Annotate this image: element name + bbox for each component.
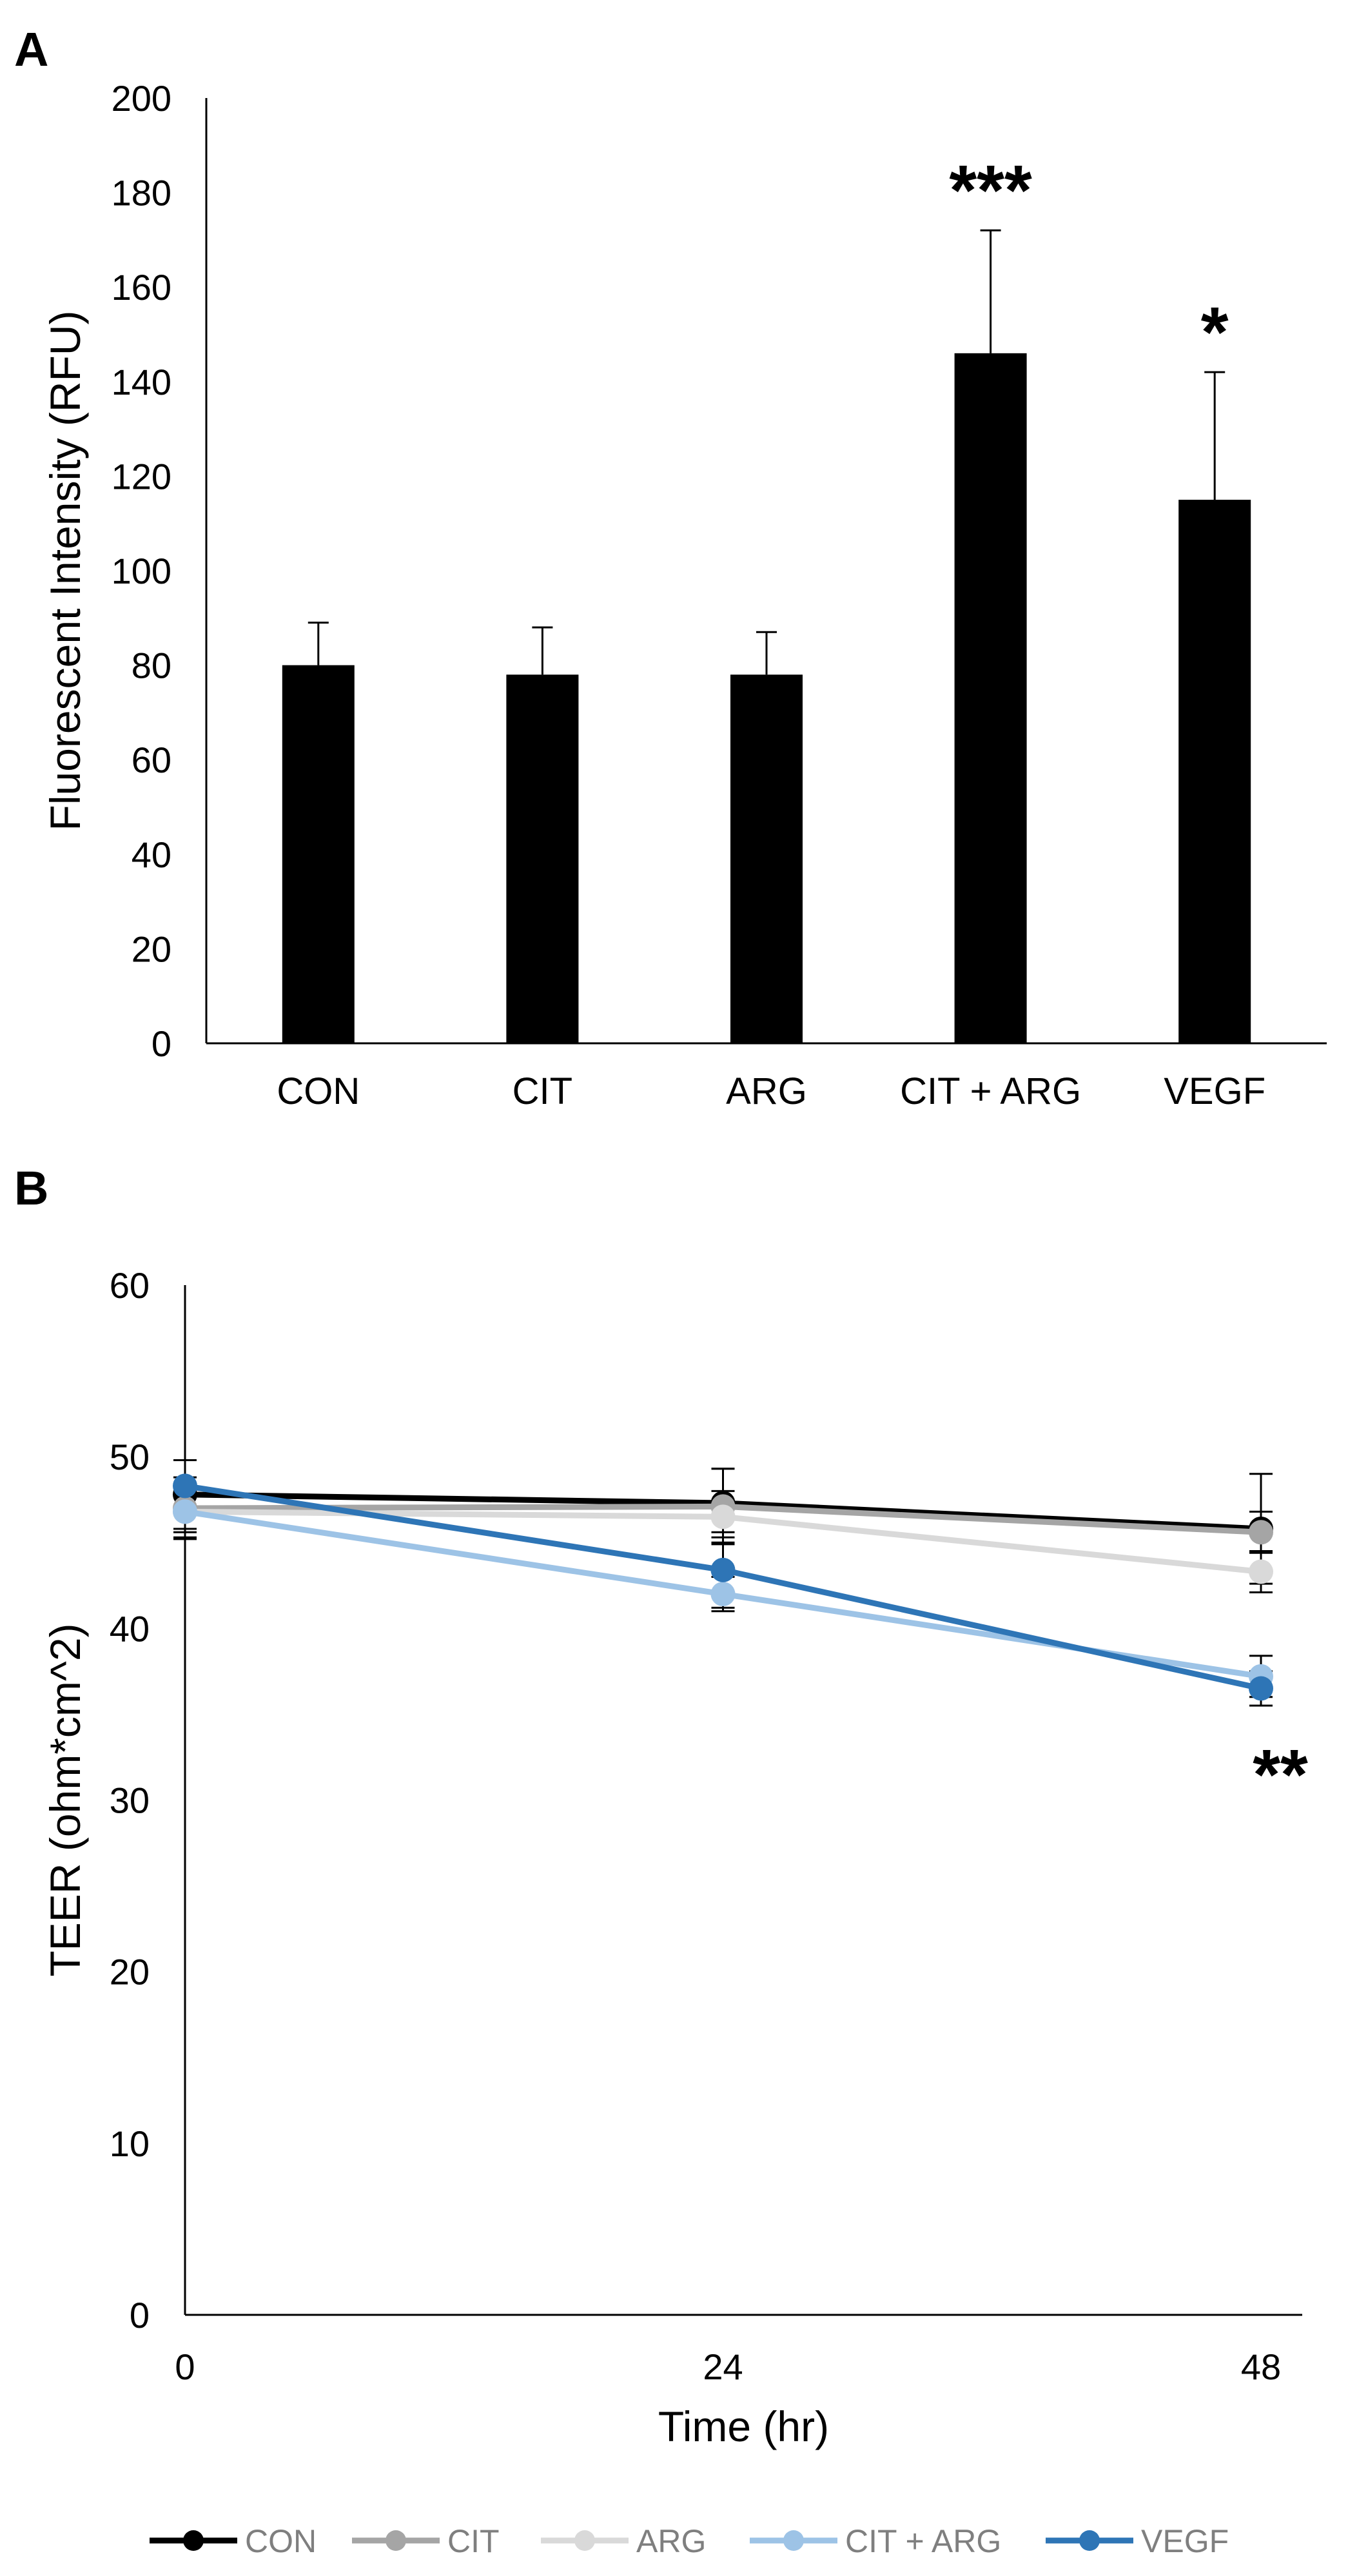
x-category-label: CON xyxy=(277,1070,360,1112)
y-axis-title: TEER (ohm*cm^2) xyxy=(41,1623,89,1976)
data-point xyxy=(710,1504,736,1529)
y-tick-label: 10 xyxy=(110,2123,150,2164)
legend-marker xyxy=(574,2530,595,2551)
x-tick-label: 0 xyxy=(175,2346,195,2387)
legend-marker xyxy=(783,2530,804,2551)
y-tick-label: 20 xyxy=(132,929,171,969)
bar xyxy=(506,674,579,1043)
y-tick-label: 140 xyxy=(112,362,171,402)
data-point xyxy=(1249,1520,1273,1545)
panel-a-bar-chart: A 0 20 40 60 80 100 120 140 160 180 200 Fluorescent … xyxy=(14,23,1327,1112)
x-axis-title: Time (hr) xyxy=(658,2403,829,2450)
x-category-label: CIT + ARG xyxy=(900,1070,1081,1112)
y-tick-label: 60 xyxy=(110,1265,150,1306)
legend-label: VEGF xyxy=(1141,2523,1229,2559)
legend-label: ARG xyxy=(636,2523,706,2559)
x-category-label: CIT xyxy=(513,1070,572,1112)
y-tick-label: 50 xyxy=(110,1437,150,1477)
bar xyxy=(282,665,355,1043)
legend-label: CIT xyxy=(447,2523,500,2559)
data-point xyxy=(710,1582,736,1607)
y-tick-label: 200 xyxy=(112,78,171,119)
data-point xyxy=(710,1557,736,1582)
y-tick-label: 30 xyxy=(110,1780,150,1821)
y-tick-label: 80 xyxy=(132,645,171,686)
y-axis-title: Fluorescent Intensity (RFU) xyxy=(41,311,89,831)
panel-label-b: B xyxy=(14,1161,48,1215)
significance-marker: *** xyxy=(949,151,1032,230)
bar xyxy=(954,353,1027,1043)
significance-marker: ** xyxy=(1253,1735,1308,1814)
legend-label: CON xyxy=(245,2523,317,2559)
data-point xyxy=(1249,1559,1273,1584)
legend-marker xyxy=(183,2530,204,2551)
y-tick-label: 60 xyxy=(132,740,171,780)
legend-label: CIT + ARG xyxy=(845,2523,1001,2559)
x-category-label: ARG xyxy=(726,1070,807,1112)
legend-marker xyxy=(386,2530,406,2551)
legend-marker xyxy=(1079,2530,1100,2551)
data-point xyxy=(173,1473,197,1499)
bar xyxy=(1178,500,1251,1043)
y-tick-label: 40 xyxy=(110,1608,150,1649)
y-tick-label: 0 xyxy=(151,1023,171,1064)
y-tick-label: 100 xyxy=(112,551,171,591)
bar xyxy=(730,674,803,1043)
y-tick-label: 20 xyxy=(110,1952,150,1992)
y-tick-label: 180 xyxy=(112,173,171,213)
data-point xyxy=(1249,1676,1273,1701)
y-tick-label: 120 xyxy=(112,456,171,497)
panel-label-a: A xyxy=(14,23,48,76)
x-tick-label: 48 xyxy=(1241,2346,1281,2387)
x-category-label: VEGF xyxy=(1164,1070,1265,1112)
panel-b-line-chart: B 0 10 20 30 40 50 60 0 24 48 TEER (ohm*cm^2) Time (… xyxy=(14,1161,1308,2559)
x-tick-label: 24 xyxy=(703,2346,743,2387)
data-point xyxy=(173,1499,197,1524)
y-tick-label: 160 xyxy=(112,267,171,308)
y-tick-label: 40 xyxy=(132,834,171,875)
significance-marker: * xyxy=(1201,293,1229,372)
y-tick-label: 0 xyxy=(130,2295,150,2335)
